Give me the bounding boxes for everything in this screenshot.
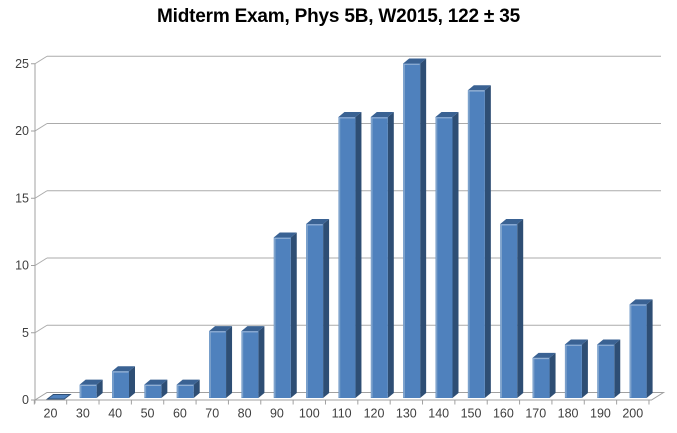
- bar: [176, 384, 194, 398]
- bar: [144, 384, 162, 398]
- y-tick-label: 10: [15, 259, 29, 273]
- x-tick-label: 140: [428, 407, 449, 421]
- x-tick-label: 70: [205, 407, 219, 421]
- bar: [112, 371, 129, 398]
- bar-top-face: [370, 112, 394, 118]
- bar: [79, 384, 97, 398]
- bar-top-face: [176, 379, 200, 385]
- bar-zero: [45, 394, 72, 400]
- bar-top-face: [597, 339, 621, 345]
- bar-top-face: [629, 299, 653, 305]
- bar: [500, 224, 518, 398]
- bar-side-face: [161, 379, 168, 398]
- bar-side-face: [355, 112, 362, 399]
- y-tick-label: 20: [15, 124, 29, 138]
- x-tick-label: 170: [525, 407, 546, 421]
- bar: [435, 117, 453, 399]
- x-tick-label: 40: [108, 407, 122, 421]
- gridline-diagonal: [34, 123, 48, 132]
- bar-side-face: [193, 379, 200, 398]
- bar-top-face: [532, 352, 556, 358]
- bar-side-face: [420, 58, 427, 398]
- chart-title: Midterm Exam, Phys 5B, W2015, 122 ± 35: [157, 6, 520, 27]
- y-tick-label: 5: [22, 326, 29, 340]
- x-tick-label: 120: [364, 407, 385, 421]
- bar-top-face: [273, 232, 297, 238]
- x-tick-label: 60: [173, 407, 187, 421]
- bar-side-face: [323, 219, 330, 398]
- bar-side-face: [290, 232, 297, 398]
- bar: [273, 237, 291, 398]
- bar-side-face: [387, 112, 394, 399]
- gridline-diagonal: [34, 190, 48, 199]
- bar: [338, 117, 356, 399]
- bar-top-face: [241, 326, 265, 332]
- bar-side-face: [452, 112, 459, 399]
- x-tick-label: 50: [141, 407, 155, 421]
- bar-side-face: [646, 299, 653, 398]
- y-tick-label: 25: [15, 57, 29, 71]
- x-tick-label: 110: [332, 407, 352, 421]
- bar-side-face: [581, 339, 588, 398]
- y-tick-label: 15: [15, 191, 29, 205]
- bar-top-face: [306, 219, 330, 225]
- bar-side-face: [258, 326, 265, 398]
- bar-top-face: [79, 379, 103, 385]
- x-tick-label: 150: [461, 407, 482, 421]
- bar-top-face: [403, 58, 427, 64]
- gridline-diagonal: [34, 55, 48, 65]
- gridline-diagonal: [34, 257, 48, 266]
- x-tick-label: 130: [396, 407, 417, 421]
- bar: [403, 63, 421, 398]
- bar-side-face: [614, 339, 621, 398]
- x-tick-label: 180: [558, 407, 579, 421]
- x-tick-label: 20: [44, 407, 58, 421]
- bar-top-face: [112, 366, 135, 372]
- x-tick-label: 30: [76, 407, 90, 421]
- bar: [564, 344, 582, 398]
- x-tick-label: 100: [299, 407, 320, 421]
- bar: [532, 357, 550, 398]
- bar-top-face: [338, 112, 362, 118]
- bar-side-face: [517, 219, 524, 398]
- bar: [597, 344, 615, 398]
- bar-side-face: [549, 352, 556, 398]
- gridline-diagonal: [34, 324, 48, 334]
- x-tick-label: 200: [622, 407, 643, 421]
- bar-top-face: [435, 112, 459, 118]
- bar-side-face: [226, 326, 233, 398]
- bar-top-face: [209, 326, 233, 332]
- bar: [241, 331, 259, 398]
- bar-side-face: [484, 85, 491, 398]
- bar-side-face: [96, 379, 103, 398]
- x-tick-label: 190: [590, 407, 611, 421]
- y-tick-label: 0: [22, 393, 29, 407]
- bar-top-face: [500, 219, 524, 225]
- bar: [467, 90, 485, 398]
- x-tick-label: 90: [270, 407, 284, 421]
- x-tick-label: 80: [238, 407, 252, 421]
- bar-side-face: [129, 366, 135, 398]
- bar-top-face: [564, 339, 588, 345]
- x-tick-label: 160: [493, 407, 514, 421]
- bar: [629, 304, 647, 398]
- bar-top-face: [467, 85, 491, 91]
- bar-top-face: [144, 379, 168, 385]
- bar: [306, 224, 324, 398]
- bar: [209, 331, 227, 398]
- bar: [370, 117, 388, 399]
